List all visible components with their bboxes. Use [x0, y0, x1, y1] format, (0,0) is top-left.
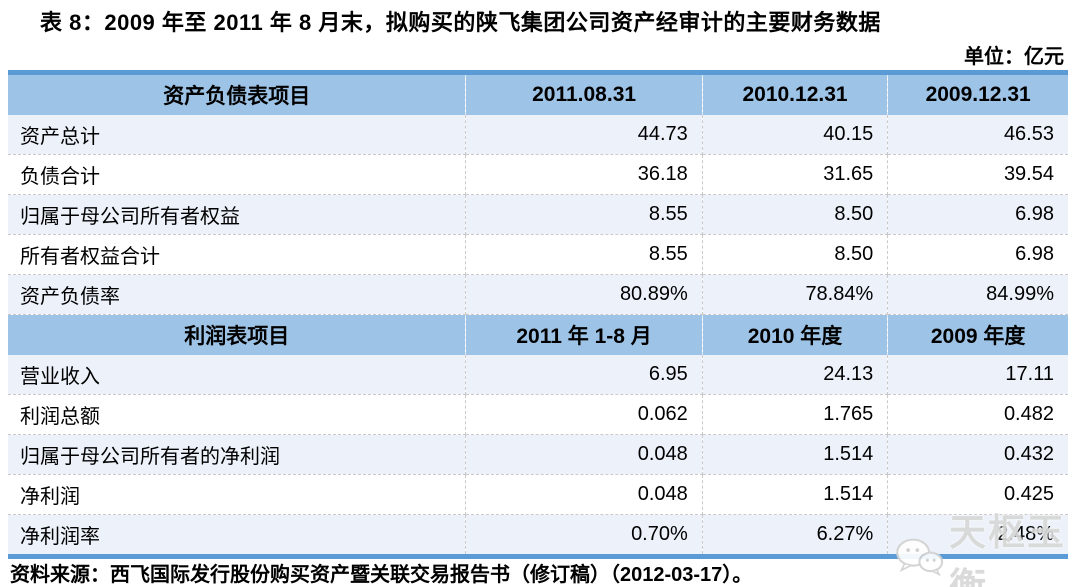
column-header: 资产负债表项目: [8, 72, 467, 115]
table-row: 营业收入 6.95 24.13 17.11: [8, 355, 1068, 395]
table-cell: 24.13: [702, 355, 889, 395]
table-title: 表 8：2009 年至 2011 年 8 月末，拟购买的陕飞集团公司资产经审计的…: [40, 10, 881, 35]
table-row: 归属于母公司所有者的净利润 0.048 1.514 0.432: [8, 434, 1068, 475]
column-header: 2009 年度: [887, 314, 1068, 355]
table-cell: 1.514: [702, 434, 889, 475]
table-cell: 1.514: [702, 474, 889, 515]
source-note: 资料来源：西飞国际发行股份购买资产暨关联交易报告书（修订稿）（2012-03-1…: [10, 564, 753, 586]
watermark: 天枢玉衡: [893, 502, 1080, 587]
table-cell: 8.55: [465, 194, 703, 235]
table-cell: 17.11: [887, 355, 1068, 395]
table-cell: 40.15: [702, 115, 889, 155]
table-cell: 84.99%: [887, 274, 1068, 315]
table-cell: 8.50: [702, 234, 889, 275]
table-cell: 0.048: [465, 434, 703, 475]
table-cell: 39.54: [887, 154, 1068, 195]
column-header: 2011.08.31: [465, 72, 703, 115]
column-header: 2010 年度: [702, 314, 889, 355]
table-cell: 36.18: [465, 154, 703, 195]
table-cell: 6.27%: [702, 514, 889, 557]
row-label: 归属于母公司所有者的净利润: [8, 434, 467, 475]
table-cell: 0.70%: [465, 514, 703, 557]
row-label: 利润总额: [8, 394, 467, 435]
table-cell: 6.95: [465, 355, 703, 395]
table-cell: 0.425: [887, 474, 1068, 515]
table-cell: 0.482: [887, 394, 1068, 435]
table-cell: 78.84%: [702, 274, 889, 315]
table-cell: 2.48%: [887, 514, 1068, 557]
table-cell: 1.765: [702, 394, 889, 435]
table-cell: 46.53: [887, 115, 1068, 155]
column-header: 利润表项目: [8, 314, 467, 355]
table-cell: 6.98: [887, 234, 1068, 275]
unit-label: 单位：亿元: [964, 46, 1064, 68]
row-label: 净利润率: [8, 514, 467, 557]
table-cell: 0.048: [465, 474, 703, 515]
table-row: 资产总计 44.73 40.15 46.53: [8, 115, 1068, 155]
table-row: 利润总额 0.062 1.765 0.482: [8, 394, 1068, 435]
table-cell: 0.062: [465, 394, 703, 435]
row-label: 归属于母公司所有者权益: [8, 194, 467, 235]
table-cell: 6.98: [887, 194, 1068, 235]
table-cell: 31.65: [702, 154, 889, 195]
table-row: 归属于母公司所有者权益 8.55 8.50 6.98: [8, 194, 1068, 235]
row-label: 资产总计: [8, 115, 467, 155]
row-label: 营业收入: [8, 355, 467, 395]
table-cell: 0.432: [887, 434, 1068, 475]
balance-sheet-header-row: 资产负债表项目 2011.08.31 2010.12.31 2009.12.31: [8, 72, 1068, 115]
column-header: 2011 年 1-8 月: [465, 314, 703, 355]
column-header: 2009.12.31: [887, 72, 1068, 115]
row-label: 净利润: [8, 474, 467, 515]
table-cell: 8.50: [702, 194, 889, 235]
table-row: 所有者权益合计 8.55 8.50 6.98: [8, 234, 1068, 275]
table-cell: 80.89%: [465, 274, 703, 315]
table-row: 净利润率 0.70% 6.27% 2.48%: [8, 514, 1068, 557]
income-statement-header-row: 利润表项目 2011 年 1-8 月 2010 年度 2009 年度: [8, 314, 1068, 355]
table-cell: 8.55: [465, 234, 703, 275]
table-row: 资产负债率 80.89% 78.84% 84.99%: [8, 274, 1068, 315]
row-label: 资产负债率: [8, 274, 467, 315]
wechat-icon: [896, 538, 944, 577]
row-label: 负债合计: [8, 154, 467, 195]
table-row: 净利润 0.048 1.514 0.425: [8, 474, 1068, 515]
table-row: 负债合计 36.18 31.65 39.54: [8, 154, 1068, 195]
table-cell: 44.73: [465, 115, 703, 155]
row-label: 所有者权益合计: [8, 234, 467, 275]
column-header: 2010.12.31: [702, 72, 889, 115]
watermark-text: 天枢玉衡: [949, 512, 1067, 587]
financial-table: 资产负债表项目 2011.08.31 2010.12.31 2009.12.31…: [8, 70, 1068, 559]
